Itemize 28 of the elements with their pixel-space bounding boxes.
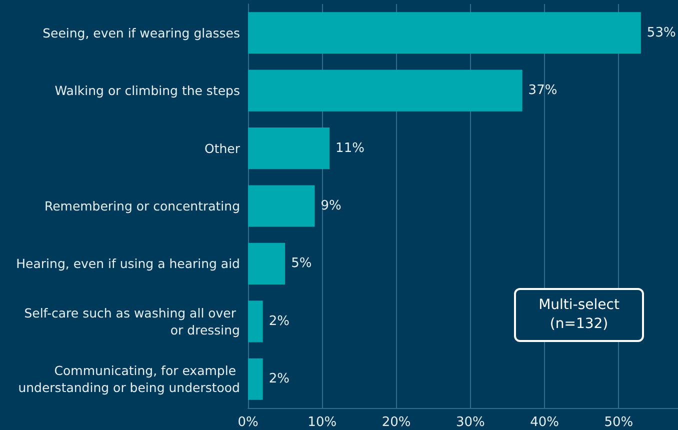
data-label: 11% [336,140,364,156]
y-tick-label: Hearing, even if using a hearing aid [16,256,240,272]
data-label: 37% [528,83,558,98]
data-label: 2% [268,314,290,329]
y-tick-label: Walking or climbing the steps [54,83,240,98]
x-tick-label: 50% [604,415,634,430]
bar [248,242,286,284]
bar [248,128,330,170]
data-label: 53% [646,25,676,40]
y-tick-label: Remembering or concentrating [44,198,240,214]
y-tick-label: Self-care such as washing all over or dressing [24,305,240,338]
data-label: 9% [320,198,342,214]
bar [248,358,263,400]
x-tick-label: 10% [308,415,337,430]
data-label: 5% [291,256,312,272]
bar [248,300,263,342]
x-tick-label: 0% [238,415,258,430]
bar [248,185,315,227]
x-tick-label: 40% [530,415,560,430]
bar [248,70,522,112]
data-label: 2% [268,372,290,387]
y-tick-label: Communicating, for example understanding or being understood [18,363,240,396]
note-box: Multi-select (n=132) [514,288,644,342]
x-tick-label: 30% [456,415,485,430]
y-tick-label: Other [204,140,241,156]
y-tick-label: Seeing, even if wearing glasses [42,25,240,40]
x-tick-label: 20% [382,415,411,430]
bar [248,12,641,54]
